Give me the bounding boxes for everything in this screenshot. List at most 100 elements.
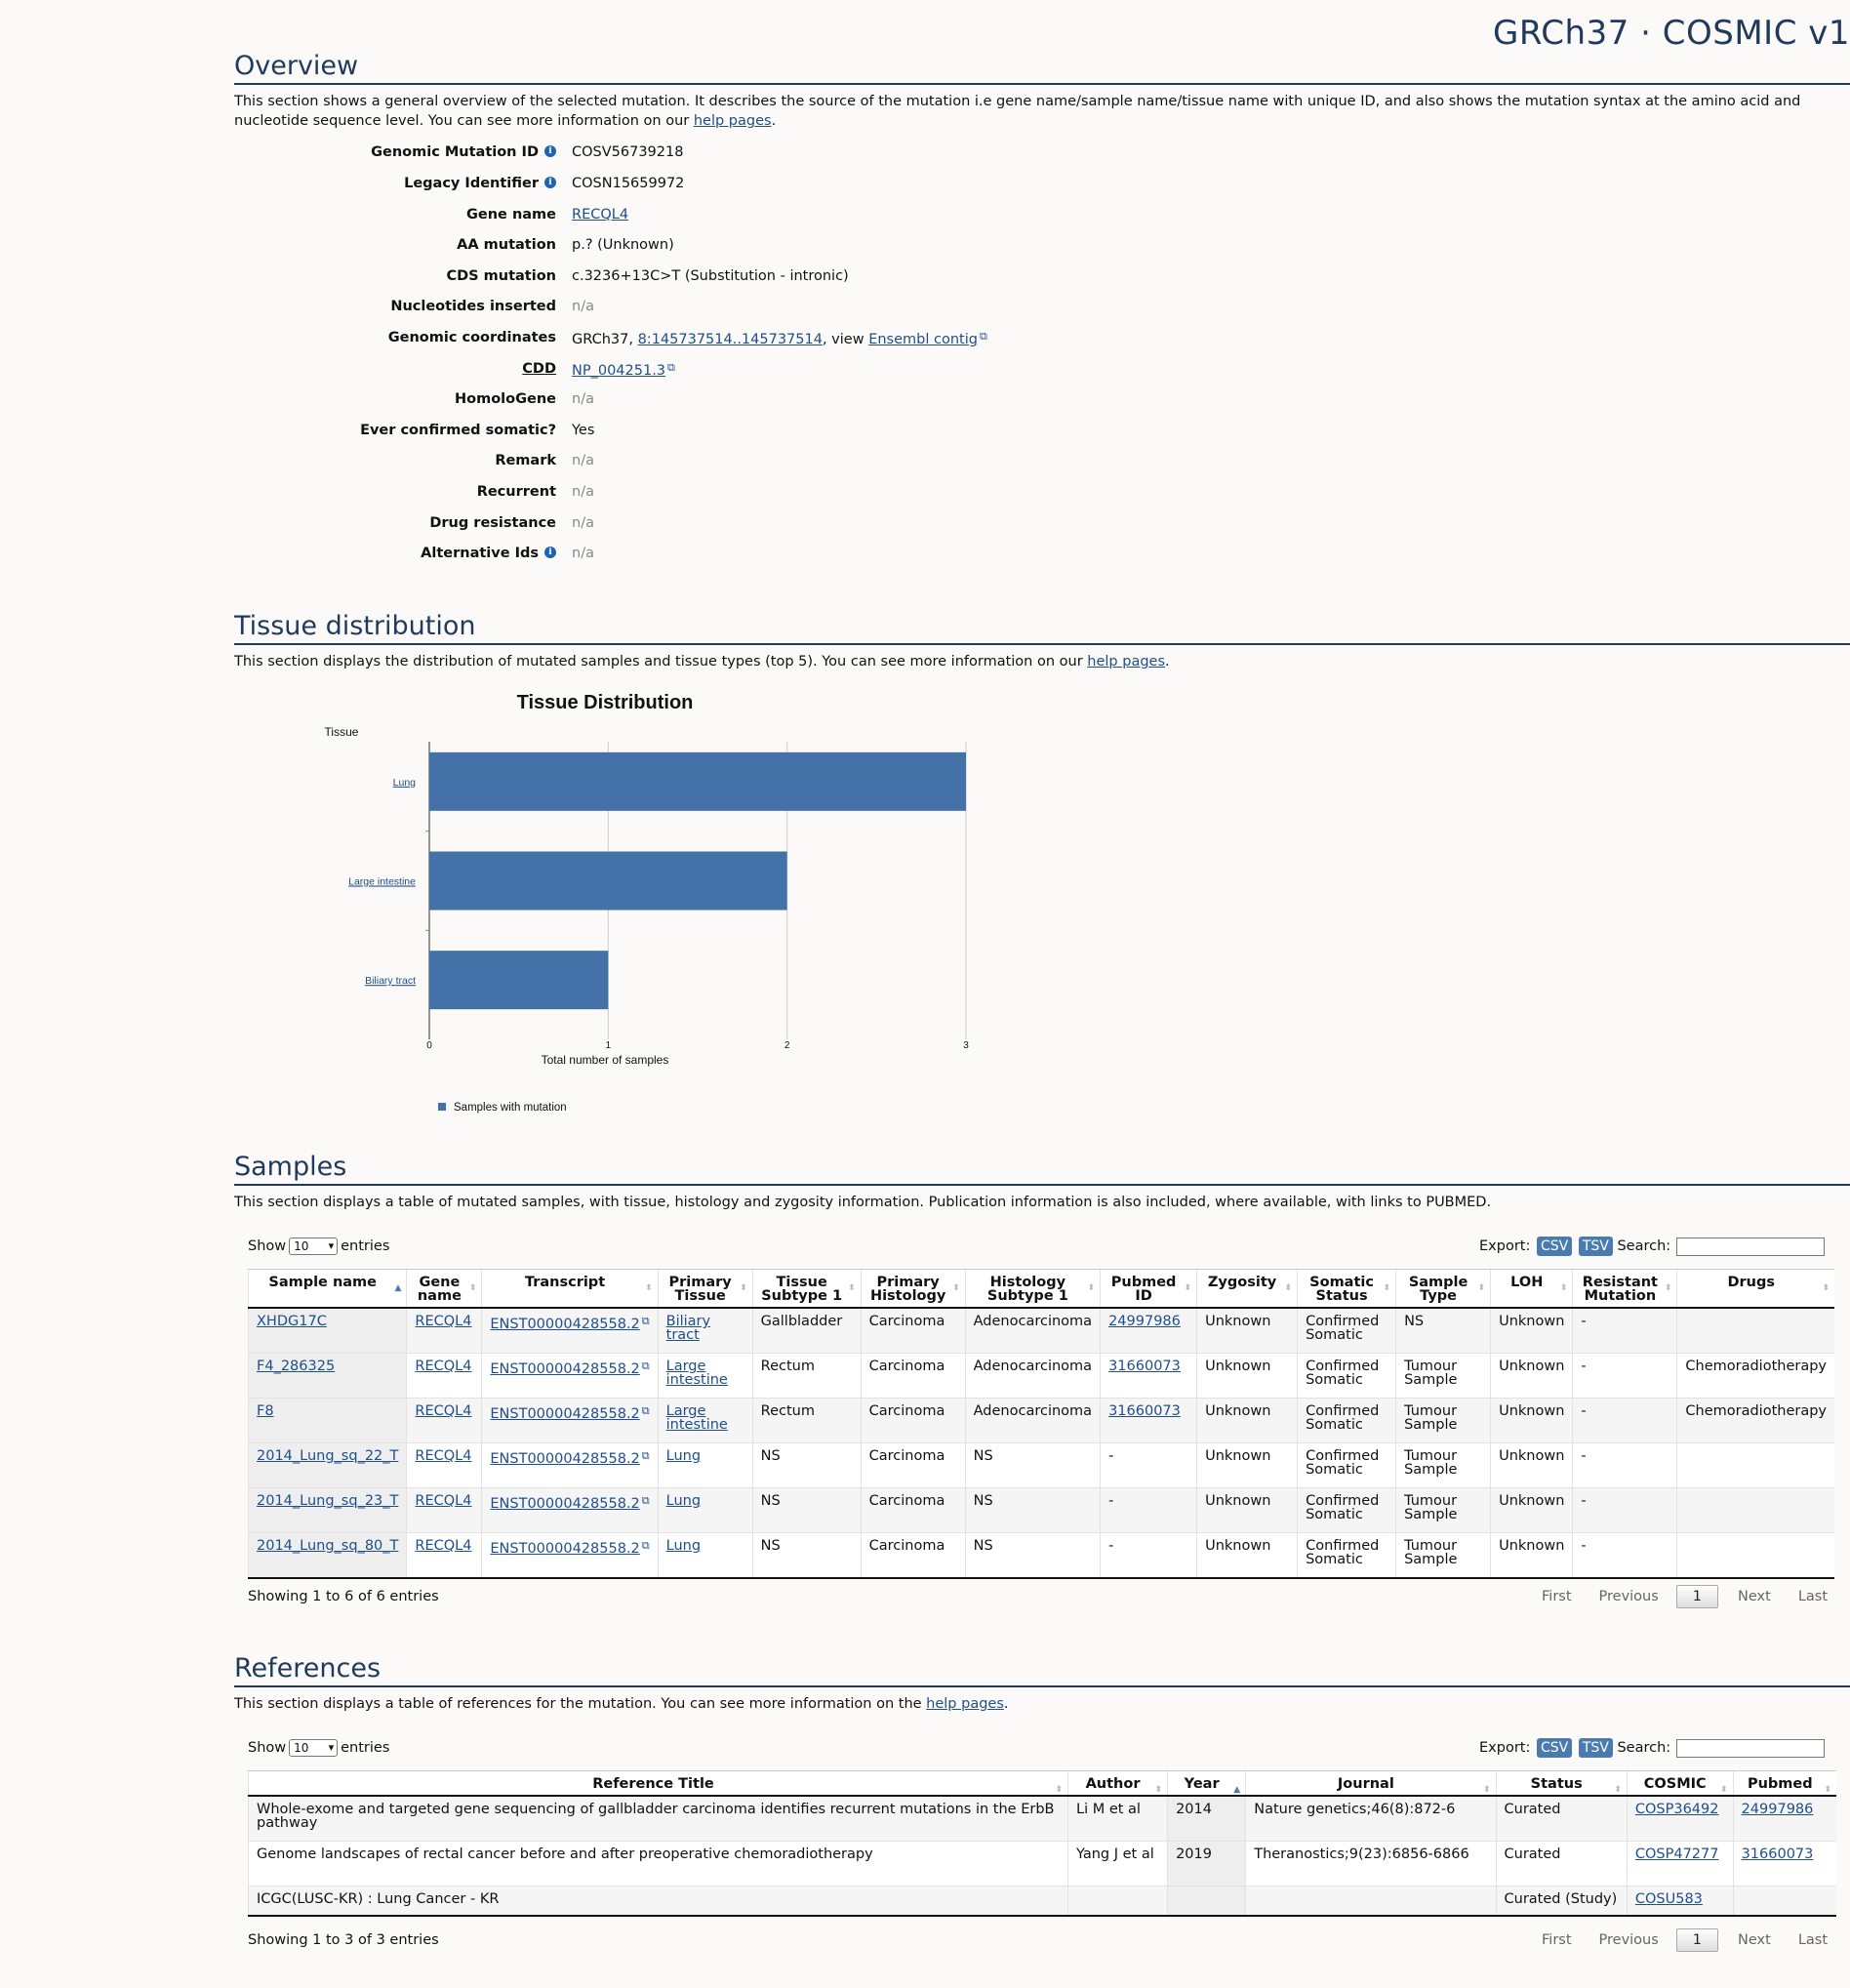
sort-icon: ⬍ [1055,1785,1063,1795]
cell-link[interactable]: RECQL4 [415,1493,472,1509]
cell-link[interactable]: COSP47277 [1634,1846,1719,1862]
pager-previous[interactable]: Previous [1598,1589,1659,1604]
cell-link[interactable]: COSP36492 [1634,1802,1719,1817]
table-cell: Unknown [1490,1442,1573,1488]
cell-link[interactable]: 31660073 [1108,1403,1181,1419]
category-label-large-intestine[interactable]: Large intestine [348,876,416,888]
cell-link[interactable]: 2014_Lung_sq_22_T [257,1448,399,1464]
pager-previous[interactable]: Previous [1598,1932,1659,1948]
column-header-transcript[interactable]: Transcript ⬍ [481,1269,659,1309]
column-header-status[interactable]: Status ⬍ [1495,1770,1628,1797]
cell-link[interactable]: Lung [665,1448,702,1464]
column-header-histology-subtype-1[interactable]: Histology Subtype 1 ⬍ [964,1269,1101,1309]
cell-link[interactable]: ENST00000428558.2 [490,1541,640,1557]
column-header-somatic-status[interactable]: Somatic Status ⬍ [1297,1269,1396,1309]
cell-link[interactable]: ENST00000428558.2 [490,1496,640,1512]
references-length-control: Show10entries [248,1739,389,1757]
table-cell: Carcinoma [860,1353,966,1399]
coordinates-link[interactable]: 8:145737514..145737514 [637,332,823,347]
info-icon[interactable]: i [544,177,556,188]
pager-next[interactable]: Next [1738,1932,1771,1948]
pager-next[interactable]: Next [1738,1589,1771,1604]
pager-first[interactable]: First [1542,1589,1572,1604]
references-tsv-button[interactable]: TSV [1578,1738,1613,1758]
bar-large-intestine[interactable] [429,851,787,911]
cell-text: Unknown [1205,1314,1271,1329]
column-header-drugs[interactable]: Drugs ⬍ [1676,1269,1835,1309]
column-header-sample-type[interactable]: Sample Type ⬍ [1395,1269,1491,1309]
gene-name-link[interactable]: RECQL4 [572,207,629,223]
pager-page-1[interactable]: 1 [1675,1585,1719,1608]
column-header-loh[interactable]: LOH ⬍ [1490,1269,1573,1309]
cell-text: NS [760,1493,781,1509]
column-header-author[interactable]: Author ⬍ [1066,1770,1168,1797]
cell-link[interactable]: ENST00000428558.2 [490,1406,640,1422]
cell-link[interactable]: RECQL4 [415,1403,472,1419]
pager-page-1[interactable]: 1 [1675,1928,1719,1952]
cell-link[interactable]: COSU583 [1634,1891,1703,1907]
tissue-help-link[interactable]: help pages [1087,654,1166,669]
cdd-link[interactable]: NP_004251.3 [572,363,666,379]
bar-biliary-tract[interactable] [429,951,609,1010]
column-header-sample-name[interactable]: Sample name ▲ [247,1269,407,1309]
cell-link[interactable]: 24997986 [1108,1314,1181,1329]
column-header-tissue-subtype-1[interactable]: Tissue Subtype 1 ⬍ [751,1269,862,1309]
cell-link[interactable]: RECQL4 [415,1448,472,1464]
pager-last[interactable]: Last [1797,1932,1829,1948]
cell-link[interactable]: 31660073 [1741,1846,1814,1862]
column-header-pubmed-id[interactable]: Pubmed ID ⬍ [1100,1269,1197,1309]
column-header-cosmic[interactable]: COSMIC ⬍ [1626,1770,1734,1797]
category-label-lung[interactable]: Lung [393,777,417,789]
column-header-primary-tissue[interactable]: Primary Tissue ⬍ [657,1269,753,1309]
cell-link[interactable]: ENST00000428558.2 [490,1317,640,1332]
cell-link[interactable]: Large intestine [665,1359,728,1388]
cell-link[interactable]: F4_286325 [257,1359,336,1374]
cell-link[interactable]: RECQL4 [415,1314,472,1329]
table-cell: COSP36492 [1626,1796,1734,1842]
column-header-gene-name[interactable]: Gene name ⬍ [406,1269,482,1309]
references-csv-button[interactable]: CSV [1536,1738,1573,1758]
references-help-link[interactable]: help pages [926,1696,1004,1712]
column-header-reference-title[interactable]: Reference Title ⬍ [248,1770,1068,1797]
column-header-primary-histology[interactable]: Primary Histology ⬍ [860,1269,966,1309]
cell-link[interactable]: Lung [665,1538,702,1554]
samples-tsv-button[interactable]: TSV [1578,1237,1613,1256]
table-cell: 2014_Lung_sq_80_T [247,1532,407,1579]
cell-link[interactable]: 31660073 [1108,1359,1181,1374]
samples-csv-button[interactable]: CSV [1536,1237,1573,1256]
cell-link[interactable]: Lung [665,1493,702,1509]
column-header-pubmed[interactable]: Pubmed ⬍ [1732,1770,1836,1797]
cell-link[interactable]: ENST00000428558.2 [490,1361,640,1377]
cell-link[interactable]: 2014_Lung_sq_80_T [257,1538,399,1554]
references-search-input[interactable] [1676,1738,1826,1758]
cell-link[interactable]: 2014_Lung_sq_23_T [257,1493,399,1509]
sort-asc-icon: ▲ [1233,1785,1241,1795]
column-header-zygosity[interactable]: Zygosity ⬍ [1196,1269,1298,1309]
column-header-resistant-mutation[interactable]: Resistant Mutation ⬍ [1572,1269,1677,1309]
ensembl-contig-link[interactable]: Ensembl contig [868,332,978,347]
pager-last[interactable]: Last [1797,1589,1829,1604]
chart-category-labels[interactable]: Lung Large intestine Biliary tract [348,777,416,987]
info-icon[interactable]: i [544,145,556,157]
category-label-biliary-tract[interactable]: Biliary tract [365,975,416,987]
bar-lung[interactable] [429,751,966,811]
cell-link[interactable]: ENST00000428558.2 [490,1451,640,1467]
column-header-journal[interactable]: Journal ⬍ [1245,1770,1497,1797]
cell-link[interactable]: F8 [257,1403,274,1419]
references-length-select[interactable]: 10 [289,1739,339,1757]
table-cell: Unknown [1196,1398,1298,1443]
cell-link[interactable]: RECQL4 [415,1359,472,1374]
overview-help-link[interactable]: help pages [693,113,772,129]
samples-search-input[interactable] [1676,1237,1826,1256]
table-cell: - [1572,1442,1677,1488]
cell-text: Tumour Sample [1404,1448,1458,1478]
cell-link[interactable]: Biliary tract [665,1314,711,1343]
pager-first[interactable]: First [1542,1932,1572,1948]
cell-link[interactable]: XHDG17C [257,1314,327,1329]
samples-length-select[interactable]: 10 [289,1237,339,1255]
column-header-year[interactable]: Year ▲ [1167,1770,1246,1797]
cell-link[interactable]: 24997986 [1741,1802,1814,1817]
cell-link[interactable]: RECQL4 [415,1538,472,1554]
cell-link[interactable]: Large intestine [665,1403,728,1433]
info-icon[interactable]: i [544,547,556,558]
